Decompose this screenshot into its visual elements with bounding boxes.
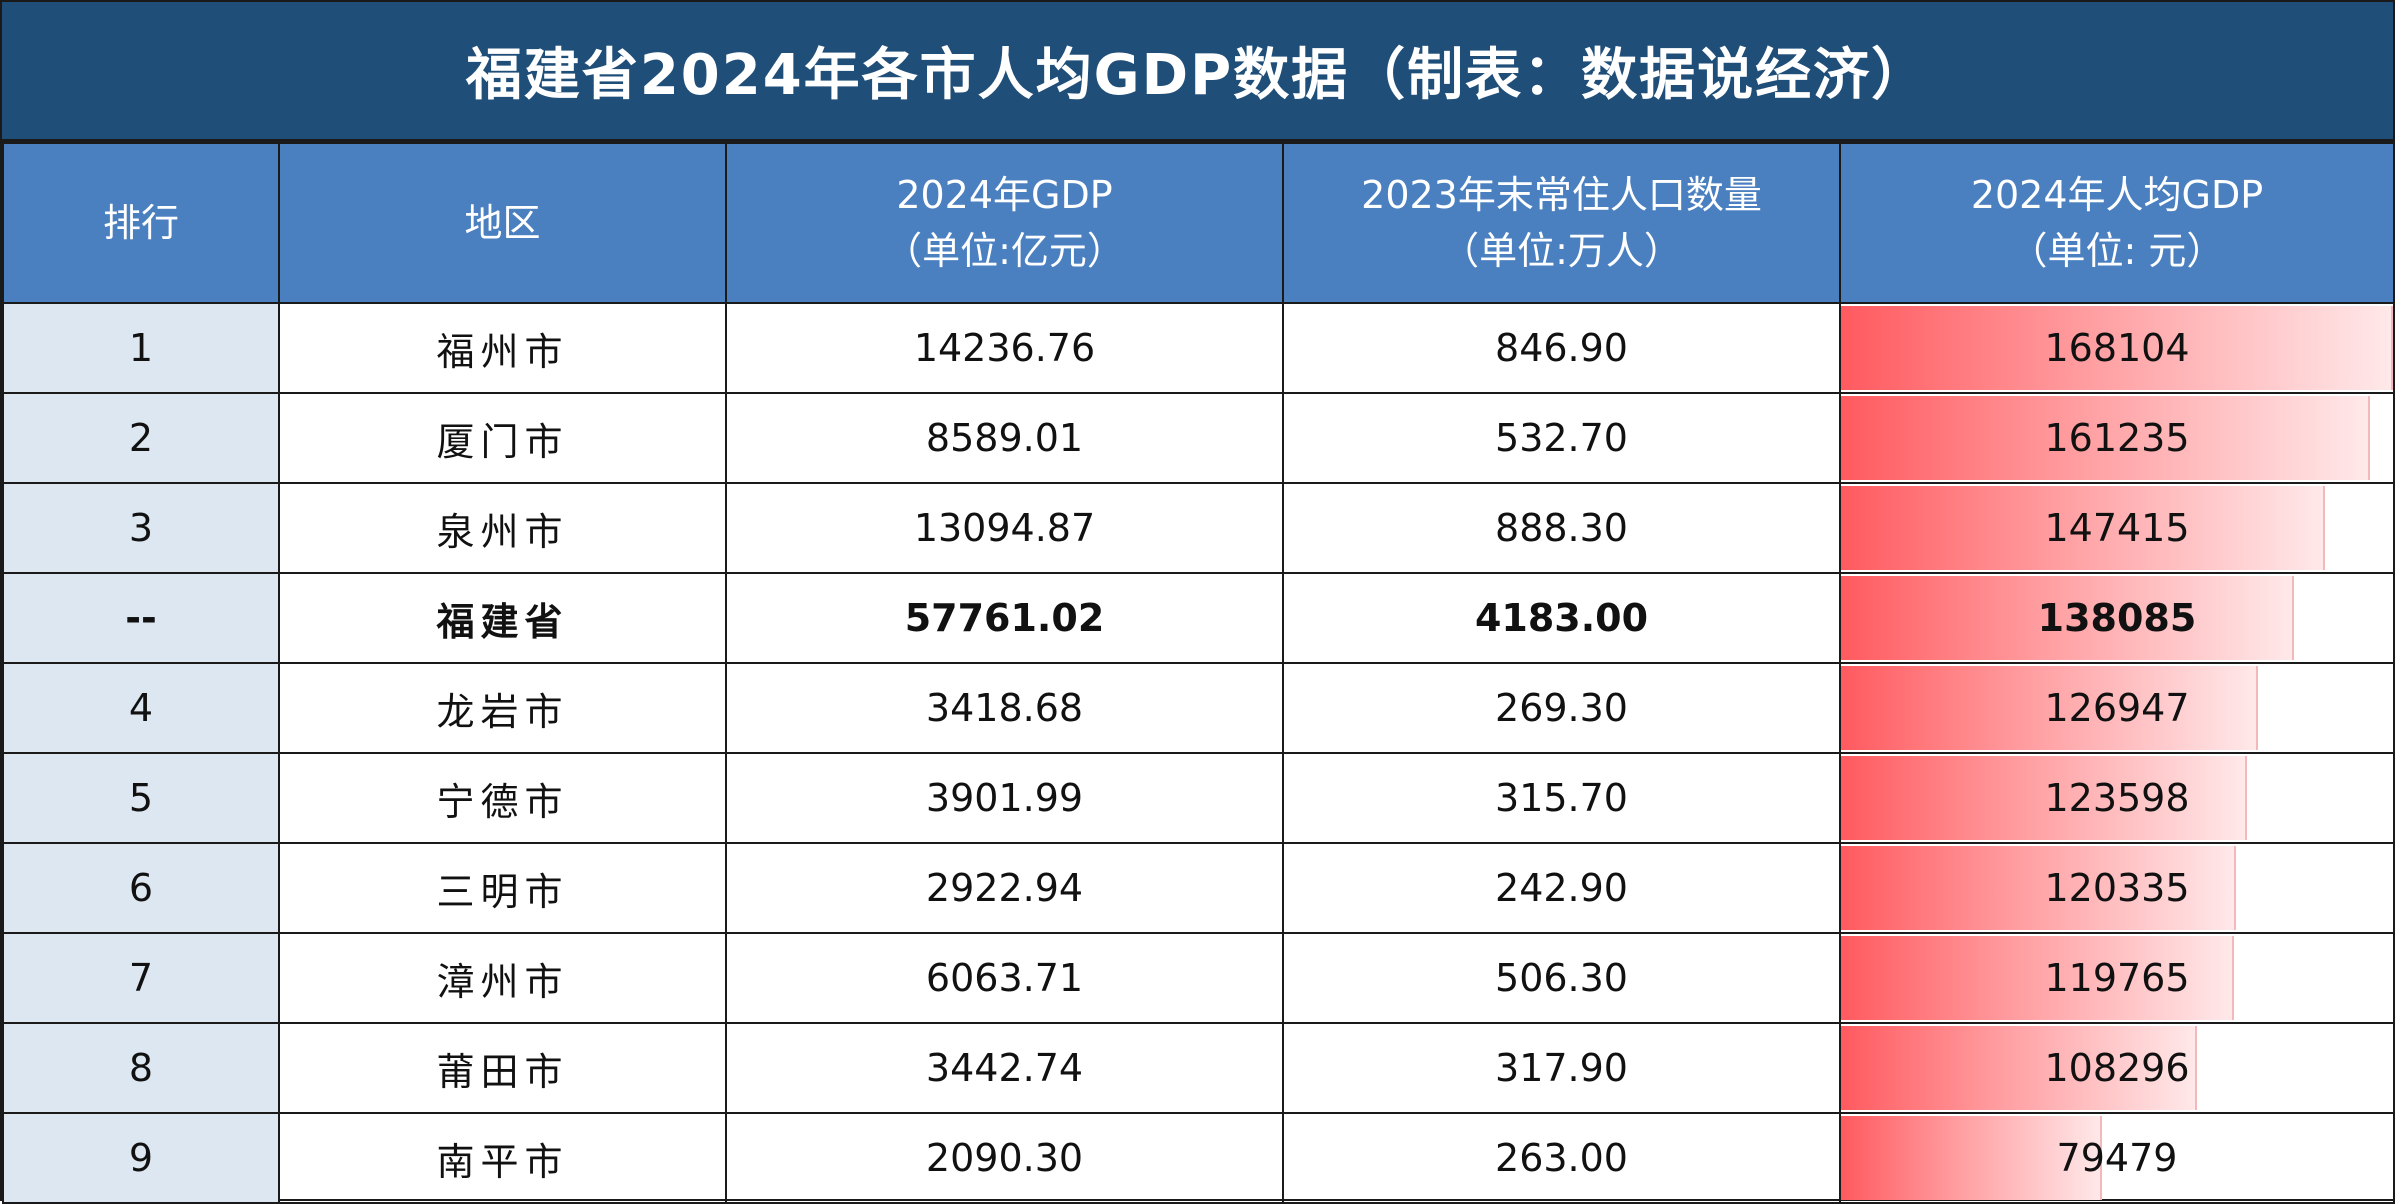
- gdp-per-capita-cell: 123598: [1839, 752, 2395, 844]
- population-cell: 242.90: [1282, 842, 1841, 934]
- gdp-per-capita-data-bar: [1842, 396, 2371, 480]
- gdp-per-capita-cell: 108296: [1839, 1022, 2395, 1114]
- header-row: 排行 地区 2024年GDP （单位:亿元） 2023年末常住人口数量 （单位:…: [2, 142, 2395, 304]
- table-row: 2 厦门市 8589.01 532.70 161235: [2, 392, 2395, 484]
- gdp-per-capita-cell: 119765: [1839, 932, 2395, 1024]
- gdp-per-capita-data-bar: [1842, 486, 2326, 570]
- region-cell: 南平市: [278, 1112, 727, 1204]
- table-title: 福建省2024年各市人均GDP数据（制表：数据说经济）: [2, 2, 2393, 142]
- region-cell: 漳州市: [278, 932, 727, 1024]
- gdp-per-capita-data-bar: [1842, 306, 2392, 390]
- gdp-per-capita-data-bar: [1842, 756, 2247, 840]
- region-cell: 宁德市: [278, 752, 727, 844]
- gdp-cell: 13094.87: [725, 482, 1284, 574]
- region-cell: 莆田市: [278, 1022, 727, 1114]
- rank-cell: 7: [2, 932, 280, 1024]
- gdp-per-capita-value: 126947: [2044, 686, 2190, 730]
- gdp-per-capita-data-bar: [1842, 666, 2258, 750]
- gdp-cell: 3901.99: [725, 752, 1284, 844]
- gdp-per-capita-cell: 168104: [1839, 302, 2395, 394]
- gdp-cell: 3418.68: [725, 662, 1284, 754]
- population-cell: 506.30: [1282, 932, 1841, 1024]
- region-cell: 福州市: [278, 302, 727, 394]
- header-gdp-per-capita: 2024年人均GDP （单位: 元）: [1839, 142, 2395, 304]
- gdp-cell: 6063.71: [725, 932, 1284, 1024]
- gdp-per-capita-data-bar: [1842, 846, 2237, 930]
- region-cell: 厦门市: [278, 392, 727, 484]
- gdp-per-capita-table: 排行 地区 2024年GDP （单位:亿元） 2023年末常住人口数量 （单位:…: [2, 142, 2395, 1204]
- table-row-province-total: -- 福建省 57761.02 4183.00 138085: [2, 572, 2395, 664]
- header-region: 地区: [278, 142, 727, 304]
- header-gdp-per-capita-title: 2024年人均GDP: [1970, 173, 2264, 217]
- gdp-per-capita-value: 161235: [2044, 416, 2190, 460]
- gdp-cell: 2090.30: [725, 1112, 1284, 1204]
- gdp-per-capita-cell: 147415: [1839, 482, 2395, 574]
- region-cell: 三明市: [278, 842, 727, 934]
- gdp-cell: 57761.02: [725, 572, 1284, 664]
- rank-cell: 2: [2, 392, 280, 484]
- header-gdp-unit: （单位:亿元）: [884, 229, 1125, 273]
- gdp-cell: 2922.94: [725, 842, 1284, 934]
- gdp-per-capita-cell: 126947: [1839, 662, 2395, 754]
- table-row: 8 莆田市 3442.74 317.90 108296: [2, 1022, 2395, 1114]
- gdp-per-capita-cell: 161235: [1839, 392, 2395, 484]
- rank-cell: 9: [2, 1112, 280, 1204]
- gdp-per-capita-value: 123598: [2044, 776, 2190, 820]
- region-cell: 龙岩市: [278, 662, 727, 754]
- rank-cell: 8: [2, 1022, 280, 1114]
- header-population-title: 2023年末常住人口数量: [1361, 173, 1762, 217]
- rank-cell: 4: [2, 662, 280, 754]
- header-population-unit: （单位:万人）: [1441, 229, 1682, 273]
- gdp-per-capita-value: 147415: [2044, 506, 2190, 550]
- population-cell: 263.00: [1282, 1112, 1841, 1204]
- rank-cell: 3: [2, 482, 280, 574]
- population-cell: 315.70: [1282, 752, 1841, 844]
- rank-cell: --: [2, 572, 280, 664]
- region-cell: 福建省: [278, 572, 727, 664]
- rank-cell: 6: [2, 842, 280, 934]
- population-cell: 269.30: [1282, 662, 1841, 754]
- gdp-per-capita-data-bar: [1842, 936, 2235, 1020]
- table-row: 5 宁德市 3901.99 315.70 123598: [2, 752, 2395, 844]
- header-gdp-title: 2024年GDP: [896, 173, 1113, 217]
- gdp-per-capita-value: 168104: [2044, 326, 2190, 370]
- gdp-per-capita-cell: 138085: [1839, 572, 2395, 664]
- header-population: 2023年末常住人口数量 （单位:万人）: [1282, 142, 1841, 304]
- gdp-per-capita-value: 138085: [2037, 596, 2197, 640]
- population-cell: 846.90: [1282, 302, 1841, 394]
- gdp-per-capita-cell: 79479: [1839, 1112, 2395, 1204]
- rank-cell: 5: [2, 752, 280, 844]
- table-row: 1 福州市 14236.76 846.90 168104: [2, 302, 2395, 394]
- gdp-cell: 8589.01: [725, 392, 1284, 484]
- gdp-per-capita-value: 108296: [2044, 1046, 2190, 1090]
- population-cell: 888.30: [1282, 482, 1841, 574]
- table-row: 6 三明市 2922.94 242.90 120335: [2, 842, 2395, 934]
- region-cell: 泉州市: [278, 482, 727, 574]
- table-body: 1 福州市 14236.76 846.90 168104 2 厦门市 8589.01 532.7…: [2, 302, 2395, 1204]
- header-gdp: 2024年GDP （单位:亿元）: [725, 142, 1284, 304]
- gdp-per-capita-cell: 120335: [1839, 842, 2395, 934]
- population-cell: 317.90: [1282, 1022, 1841, 1114]
- population-cell: 532.70: [1282, 392, 1841, 484]
- header-gdp-per-capita-unit: （单位: 元）: [2009, 229, 2225, 273]
- rank-cell: 1: [2, 302, 280, 394]
- gdp-per-capita-data-bar: [1842, 1026, 2197, 1110]
- table-row: 9 南平市 2090.30 263.00 79479: [2, 1112, 2395, 1204]
- gdp-cell: 3442.74: [725, 1022, 1284, 1114]
- table-row: 7 漳州市 6063.71 506.30 119765: [2, 932, 2395, 1024]
- gdp-per-capita-value: 79479: [2056, 1136, 2178, 1180]
- gdp-per-capita-data-bar: [1842, 576, 2295, 660]
- gdp-per-capita-value: 119765: [2044, 956, 2190, 1000]
- population-cell: 4183.00: [1282, 572, 1841, 664]
- header-rank: 排行: [2, 142, 280, 304]
- gdp-cell: 14236.76: [725, 302, 1284, 394]
- table-row: 4 龙岩市 3418.68 269.30 126947: [2, 662, 2395, 754]
- gdp-per-capita-value: 120335: [2044, 866, 2190, 910]
- table-row: 3 泉州市 13094.87 888.30 147415: [2, 482, 2395, 574]
- gdp-per-capita-data-bar: [1842, 1116, 2102, 1200]
